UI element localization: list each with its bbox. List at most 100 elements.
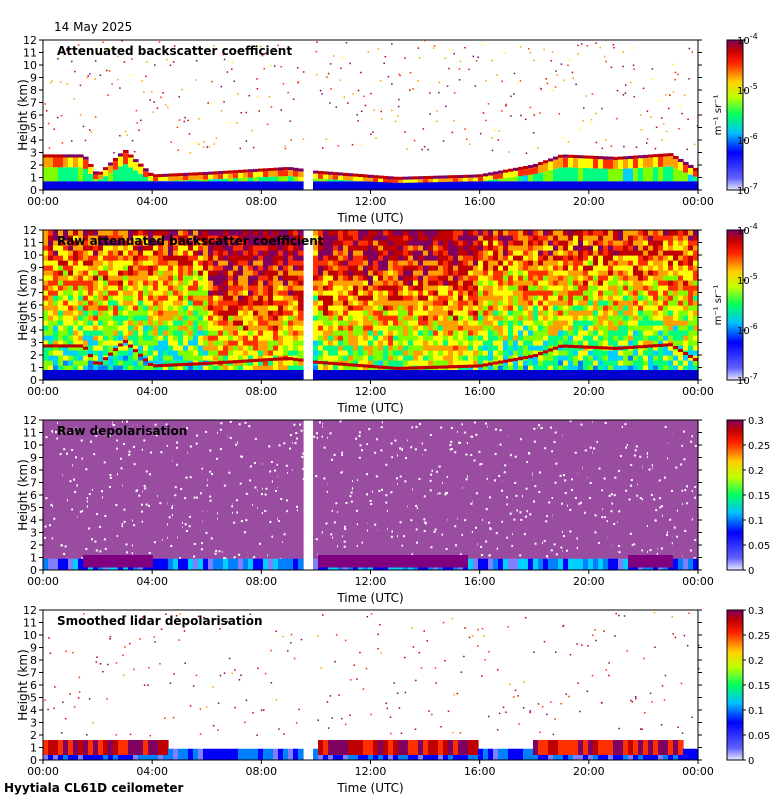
x-tick-label: 08:00 <box>245 195 277 208</box>
x-tick-label: 00:00 <box>27 385 59 398</box>
y-tick-label: 9 <box>30 642 37 655</box>
colorbar-tick-label: 10-4 <box>737 222 758 237</box>
colorbar-gradient <box>726 39 744 191</box>
footer-label: Hyytiala CL61D ceilometer <box>4 781 184 795</box>
panel-title: Raw attenuated backscatter coefficient <box>57 234 324 248</box>
y-tick-label: 4 <box>30 134 37 147</box>
y-tick-label: 2 <box>30 729 37 742</box>
colorbar: 0.3 0.25 0.2 0.15 0.1 0.05 0 <box>726 606 770 767</box>
colorbar-tick-label: 0.1 <box>748 706 764 717</box>
colorbar-tick-label: 0.05 <box>748 541 770 552</box>
y-tick-label: 3 <box>30 717 37 730</box>
y-tick-label: 3 <box>30 337 37 350</box>
y-tick-label: 4 <box>30 514 37 527</box>
colorbar-tick-label: 0 <box>748 756 754 767</box>
colorbar-unit: m⁻¹ sr⁻¹ <box>713 95 724 136</box>
y-tick-label: 12 <box>23 34 37 47</box>
colorbar-tick-label: 10-5 <box>737 272 758 287</box>
y-tick-label: 0 <box>30 564 37 577</box>
y-tick-label: 3 <box>30 527 37 540</box>
x-tick-label: 20:00 <box>573 765 605 778</box>
y-tick-label: 5 <box>30 122 37 135</box>
y-tick-label: 6 <box>30 489 37 502</box>
y-tick-label: 7 <box>30 287 37 300</box>
x-tick-label: 04:00 <box>136 195 168 208</box>
y-tick-label: 10 <box>23 439 37 452</box>
colorbar-gradient <box>726 419 744 571</box>
y-tick-label: 11 <box>23 237 37 250</box>
colorbar-tick-label: 0.15 <box>748 491 770 502</box>
heatmap-texture <box>43 420 699 572</box>
y-tick-label: 8 <box>30 464 37 477</box>
y-tick-label: 9 <box>30 72 37 85</box>
x-tick-label: 12:00 <box>355 385 387 398</box>
heatmap-texture <box>43 40 699 190</box>
colorbar-tick-label: 0 <box>748 566 754 577</box>
x-axis-title: Time (UTC) <box>336 781 403 795</box>
heatmap-texture <box>43 230 699 381</box>
y-tick-label: 1 <box>30 742 37 755</box>
y-tick-label: 7 <box>30 477 37 490</box>
y-tick-label: 7 <box>30 97 37 110</box>
colorbar: 10-4 10-5 10-6 10-7 m⁻¹ sr⁻¹ <box>713 222 758 387</box>
x-tick-label: 20:00 <box>573 575 605 588</box>
colorbar-tick-label: 0.15 <box>748 681 770 692</box>
x-tick-label: 04:00 <box>136 385 168 398</box>
colorbar-tick-label: 0.1 <box>748 516 764 527</box>
y-tick-label: 1 <box>30 172 37 185</box>
x-tick-label: 00:00 <box>682 195 714 208</box>
panel-title: Attenuated backscatter coefficient <box>57 44 292 58</box>
y-tick-label: 4 <box>30 704 37 717</box>
colorbar-tick-label: 10-5 <box>737 82 758 97</box>
y-tick-label: 12 <box>23 224 37 237</box>
colorbar-tick-label: 0.25 <box>748 631 770 642</box>
colorbar-tick-label: 10-4 <box>737 32 758 47</box>
y-tick-label: 8 <box>30 274 37 287</box>
x-tick-label: 20:00 <box>573 195 605 208</box>
colorbar-tick-label: 0.3 <box>748 416 764 427</box>
x-tick-label: 00:00 <box>682 765 714 778</box>
y-tick-label: 9 <box>30 262 37 275</box>
y-axis-title: Height (km) <box>16 649 30 720</box>
y-tick-label: 5 <box>30 502 37 515</box>
y-axis-title: Height (km) <box>16 269 30 340</box>
y-tick-label: 4 <box>30 324 37 337</box>
colorbar-gradient <box>726 609 744 761</box>
x-tick-label: 16:00 <box>464 575 496 588</box>
x-tick-label: 00:00 <box>27 765 59 778</box>
x-axis-title: Time (UTC) <box>336 211 403 225</box>
colorbar: 10-4 10-5 10-6 10-7 m⁻¹ sr⁻¹ <box>713 32 758 197</box>
x-tick-label: 12:00 <box>355 765 387 778</box>
x-tick-label: 16:00 <box>464 765 496 778</box>
colorbar-tick-label: 10-7 <box>737 372 758 387</box>
y-tick-label: 10 <box>23 629 37 642</box>
y-tick-label: 9 <box>30 452 37 465</box>
y-tick-label: 3 <box>30 147 37 160</box>
x-tick-label: 12:00 <box>355 195 387 208</box>
x-tick-label: 00:00 <box>682 385 714 398</box>
y-tick-label: 11 <box>23 617 37 630</box>
y-tick-label: 2 <box>30 159 37 172</box>
y-tick-label: 2 <box>30 539 37 552</box>
colorbar-tick-label: 0.25 <box>748 441 770 452</box>
y-tick-label: 0 <box>30 754 37 767</box>
y-tick-label: 6 <box>30 109 37 122</box>
y-tick-label: 8 <box>30 654 37 667</box>
y-tick-label: 1 <box>30 362 37 375</box>
y-tick-label: 12 <box>23 604 37 617</box>
plot-area <box>43 610 698 760</box>
y-tick-label: 7 <box>30 667 37 680</box>
x-tick-label: 12:00 <box>355 575 387 588</box>
y-tick-label: 2 <box>30 349 37 362</box>
colorbar-tick-label: 0.2 <box>748 466 764 477</box>
y-tick-label: 10 <box>23 249 37 262</box>
colorbar-tick-label: 10-6 <box>737 322 758 337</box>
y-tick-label: 6 <box>30 679 37 692</box>
y-axis-title: Height (km) <box>16 79 30 150</box>
heatmap-texture <box>43 612 700 760</box>
y-tick-label: 5 <box>30 312 37 325</box>
